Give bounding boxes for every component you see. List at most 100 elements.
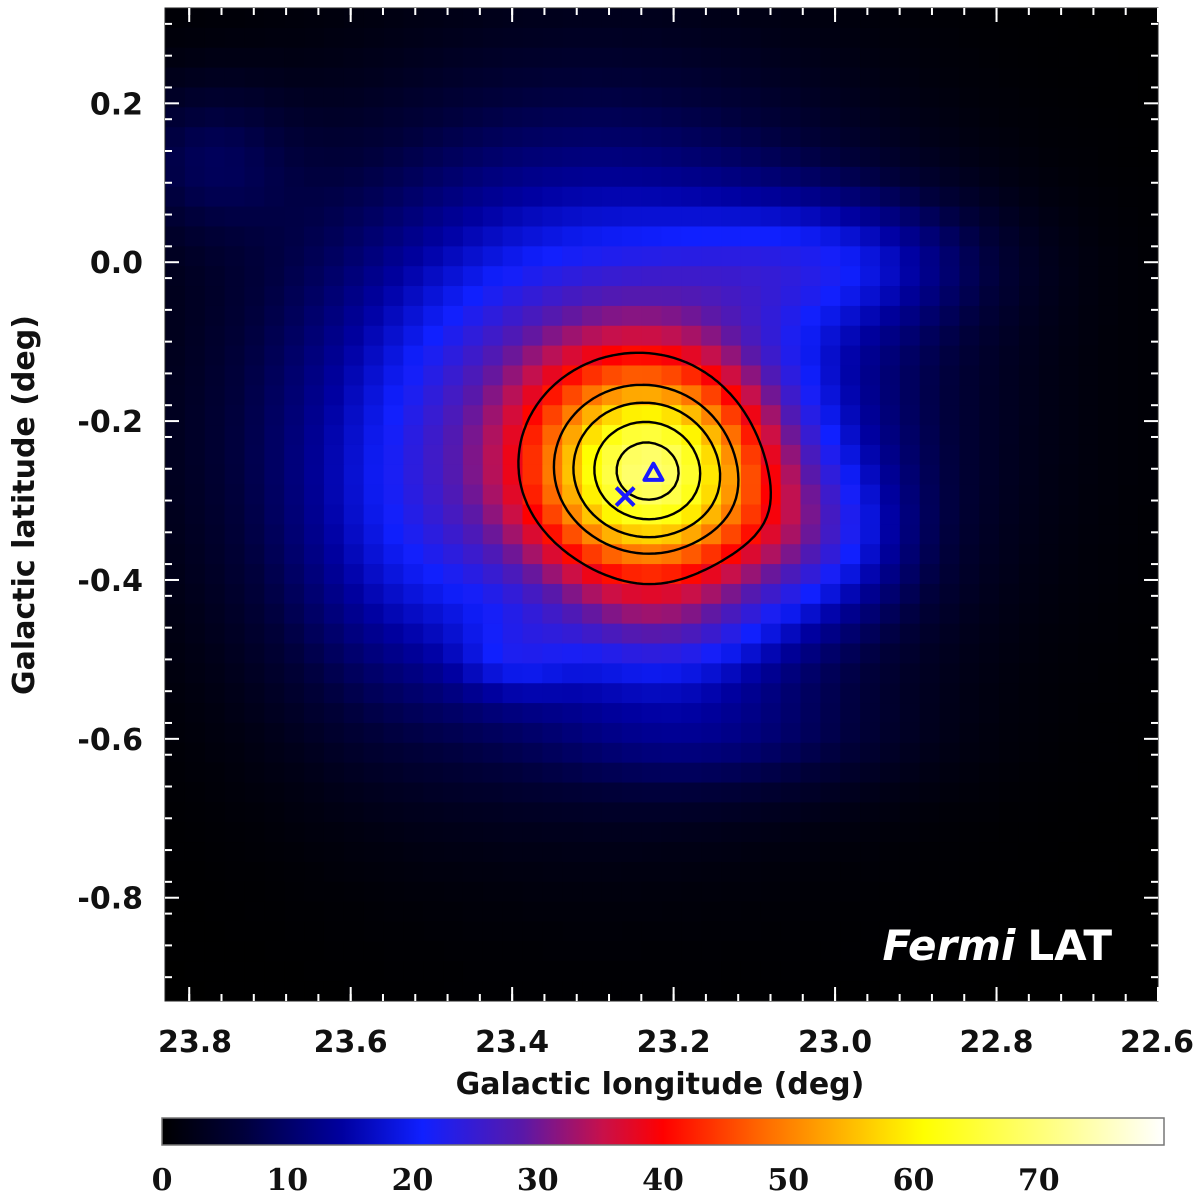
heatmap-cell — [1018, 722, 1040, 744]
heatmap-cell — [403, 8, 424, 29]
heatmap-cell — [482, 67, 504, 89]
heatmap-cell — [641, 961, 663, 982]
colorbar-tick-labels: 0 10 20 30 40 50 60 70 — [152, 1163, 1060, 1196]
heatmap-cell — [403, 802, 424, 823]
heatmap-cell — [482, 444, 504, 466]
heatmap-cell — [343, 444, 365, 466]
heatmap-cell — [780, 742, 802, 764]
heatmap-cell — [443, 524, 464, 545]
heatmap-cell — [860, 981, 881, 1001]
heatmap-cell — [542, 603, 563, 625]
heatmap-cell — [423, 544, 444, 565]
heatmap-cell — [740, 365, 762, 386]
heatmap-cell — [423, 802, 444, 823]
heatmap-cell — [701, 127, 722, 148]
heatmap-cell — [999, 305, 1020, 327]
heatmap-cell — [820, 464, 841, 486]
heatmap-cell — [443, 802, 464, 823]
heatmap-cell — [959, 703, 980, 724]
heatmap-cell — [840, 822, 861, 843]
heatmap-cell — [601, 365, 623, 386]
heatmap-cell — [165, 583, 186, 605]
heatmap-cell — [1038, 266, 1060, 287]
heatmap-cell — [165, 107, 186, 128]
heatmap-cell — [601, 961, 623, 982]
heatmap-cell — [224, 941, 246, 962]
heatmap-cell — [681, 663, 702, 684]
heatmap-cell — [1038, 544, 1060, 565]
heatmap-cell — [780, 444, 802, 466]
heatmap-cell — [780, 405, 802, 426]
heatmap-cell — [542, 941, 563, 962]
heatmap-cell — [959, 842, 980, 863]
heatmap-cell — [582, 47, 603, 69]
heatmap-cell — [522, 206, 543, 228]
heatmap-cell — [284, 663, 305, 684]
heatmap-cell — [820, 722, 841, 744]
heatmap-cell — [999, 147, 1020, 168]
heatmap-cell — [601, 147, 623, 168]
heatmap-cell — [1018, 8, 1040, 29]
heatmap-cell — [939, 127, 960, 148]
heatmap-cell — [1018, 921, 1040, 943]
heatmap-cell — [502, 623, 524, 645]
heatmap-cell — [562, 782, 583, 803]
heatmap-cell — [284, 305, 305, 327]
heatmap-cell — [522, 27, 543, 49]
heatmap-cell — [423, 742, 444, 764]
heatmap-cell — [502, 603, 524, 625]
heatmap-cell — [899, 365, 921, 386]
heatmap-cell — [165, 325, 186, 347]
x-tick-label: 23.8 — [158, 1025, 232, 1060]
heatmap-cell — [383, 345, 404, 367]
heatmap-cell — [760, 683, 782, 704]
heatmap-cell — [383, 961, 404, 982]
heatmap-cell — [939, 27, 960, 49]
heatmap-cell — [165, 444, 186, 466]
heatmap-cell — [204, 603, 226, 625]
heatmap-cell — [780, 206, 802, 228]
heatmap-cell — [999, 881, 1020, 903]
y-tick-labels: 0.20.0-0.2-0.4-0.6-0.8 — [77, 87, 143, 916]
heatmap-cell — [1118, 683, 1139, 704]
heatmap-cell — [323, 861, 345, 883]
heatmap-cell — [264, 305, 285, 327]
heatmap-cell — [343, 544, 365, 565]
heatmap-cell — [601, 643, 623, 664]
heatmap-cell — [363, 147, 385, 168]
heatmap-cell — [979, 365, 1000, 386]
heatmap-cell — [363, 266, 385, 287]
heatmap-cell — [899, 147, 921, 168]
heatmap-cell — [621, 623, 643, 645]
heatmap-cell — [244, 981, 265, 1001]
heatmap-cell — [939, 484, 960, 506]
heatmap-cell — [323, 722, 345, 744]
heatmap-cell — [1078, 663, 1100, 684]
heatmap-cell — [562, 941, 583, 962]
heatmap-cell — [343, 464, 365, 486]
heatmap-cell — [959, 405, 980, 426]
heatmap-cell — [999, 742, 1020, 764]
heatmap-cell — [621, 127, 643, 148]
heatmap-cell — [740, 663, 762, 684]
heatmap-cell — [820, 365, 841, 386]
heatmap-cell — [363, 782, 385, 803]
heatmap-cell — [701, 703, 722, 724]
heatmap-cell — [840, 87, 861, 108]
heatmap-cell — [1098, 27, 1119, 49]
heatmap-cell — [244, 722, 265, 744]
heatmap-cell — [423, 762, 444, 784]
heatmap-cell — [323, 425, 345, 446]
heatmap-cell — [800, 881, 821, 903]
heatmap-cell — [780, 981, 802, 1001]
heatmap-cell — [601, 127, 623, 148]
heatmap-cell — [1098, 762, 1119, 784]
heatmap-cell — [1138, 762, 1158, 784]
heatmap-cell — [1038, 206, 1060, 228]
heatmap-cell — [462, 226, 484, 247]
heatmap-cell — [264, 166, 285, 188]
heatmap-cell — [264, 127, 285, 148]
heatmap-cell — [919, 8, 941, 29]
heatmap-cell — [244, 901, 265, 923]
heatmap-cell — [800, 583, 821, 605]
